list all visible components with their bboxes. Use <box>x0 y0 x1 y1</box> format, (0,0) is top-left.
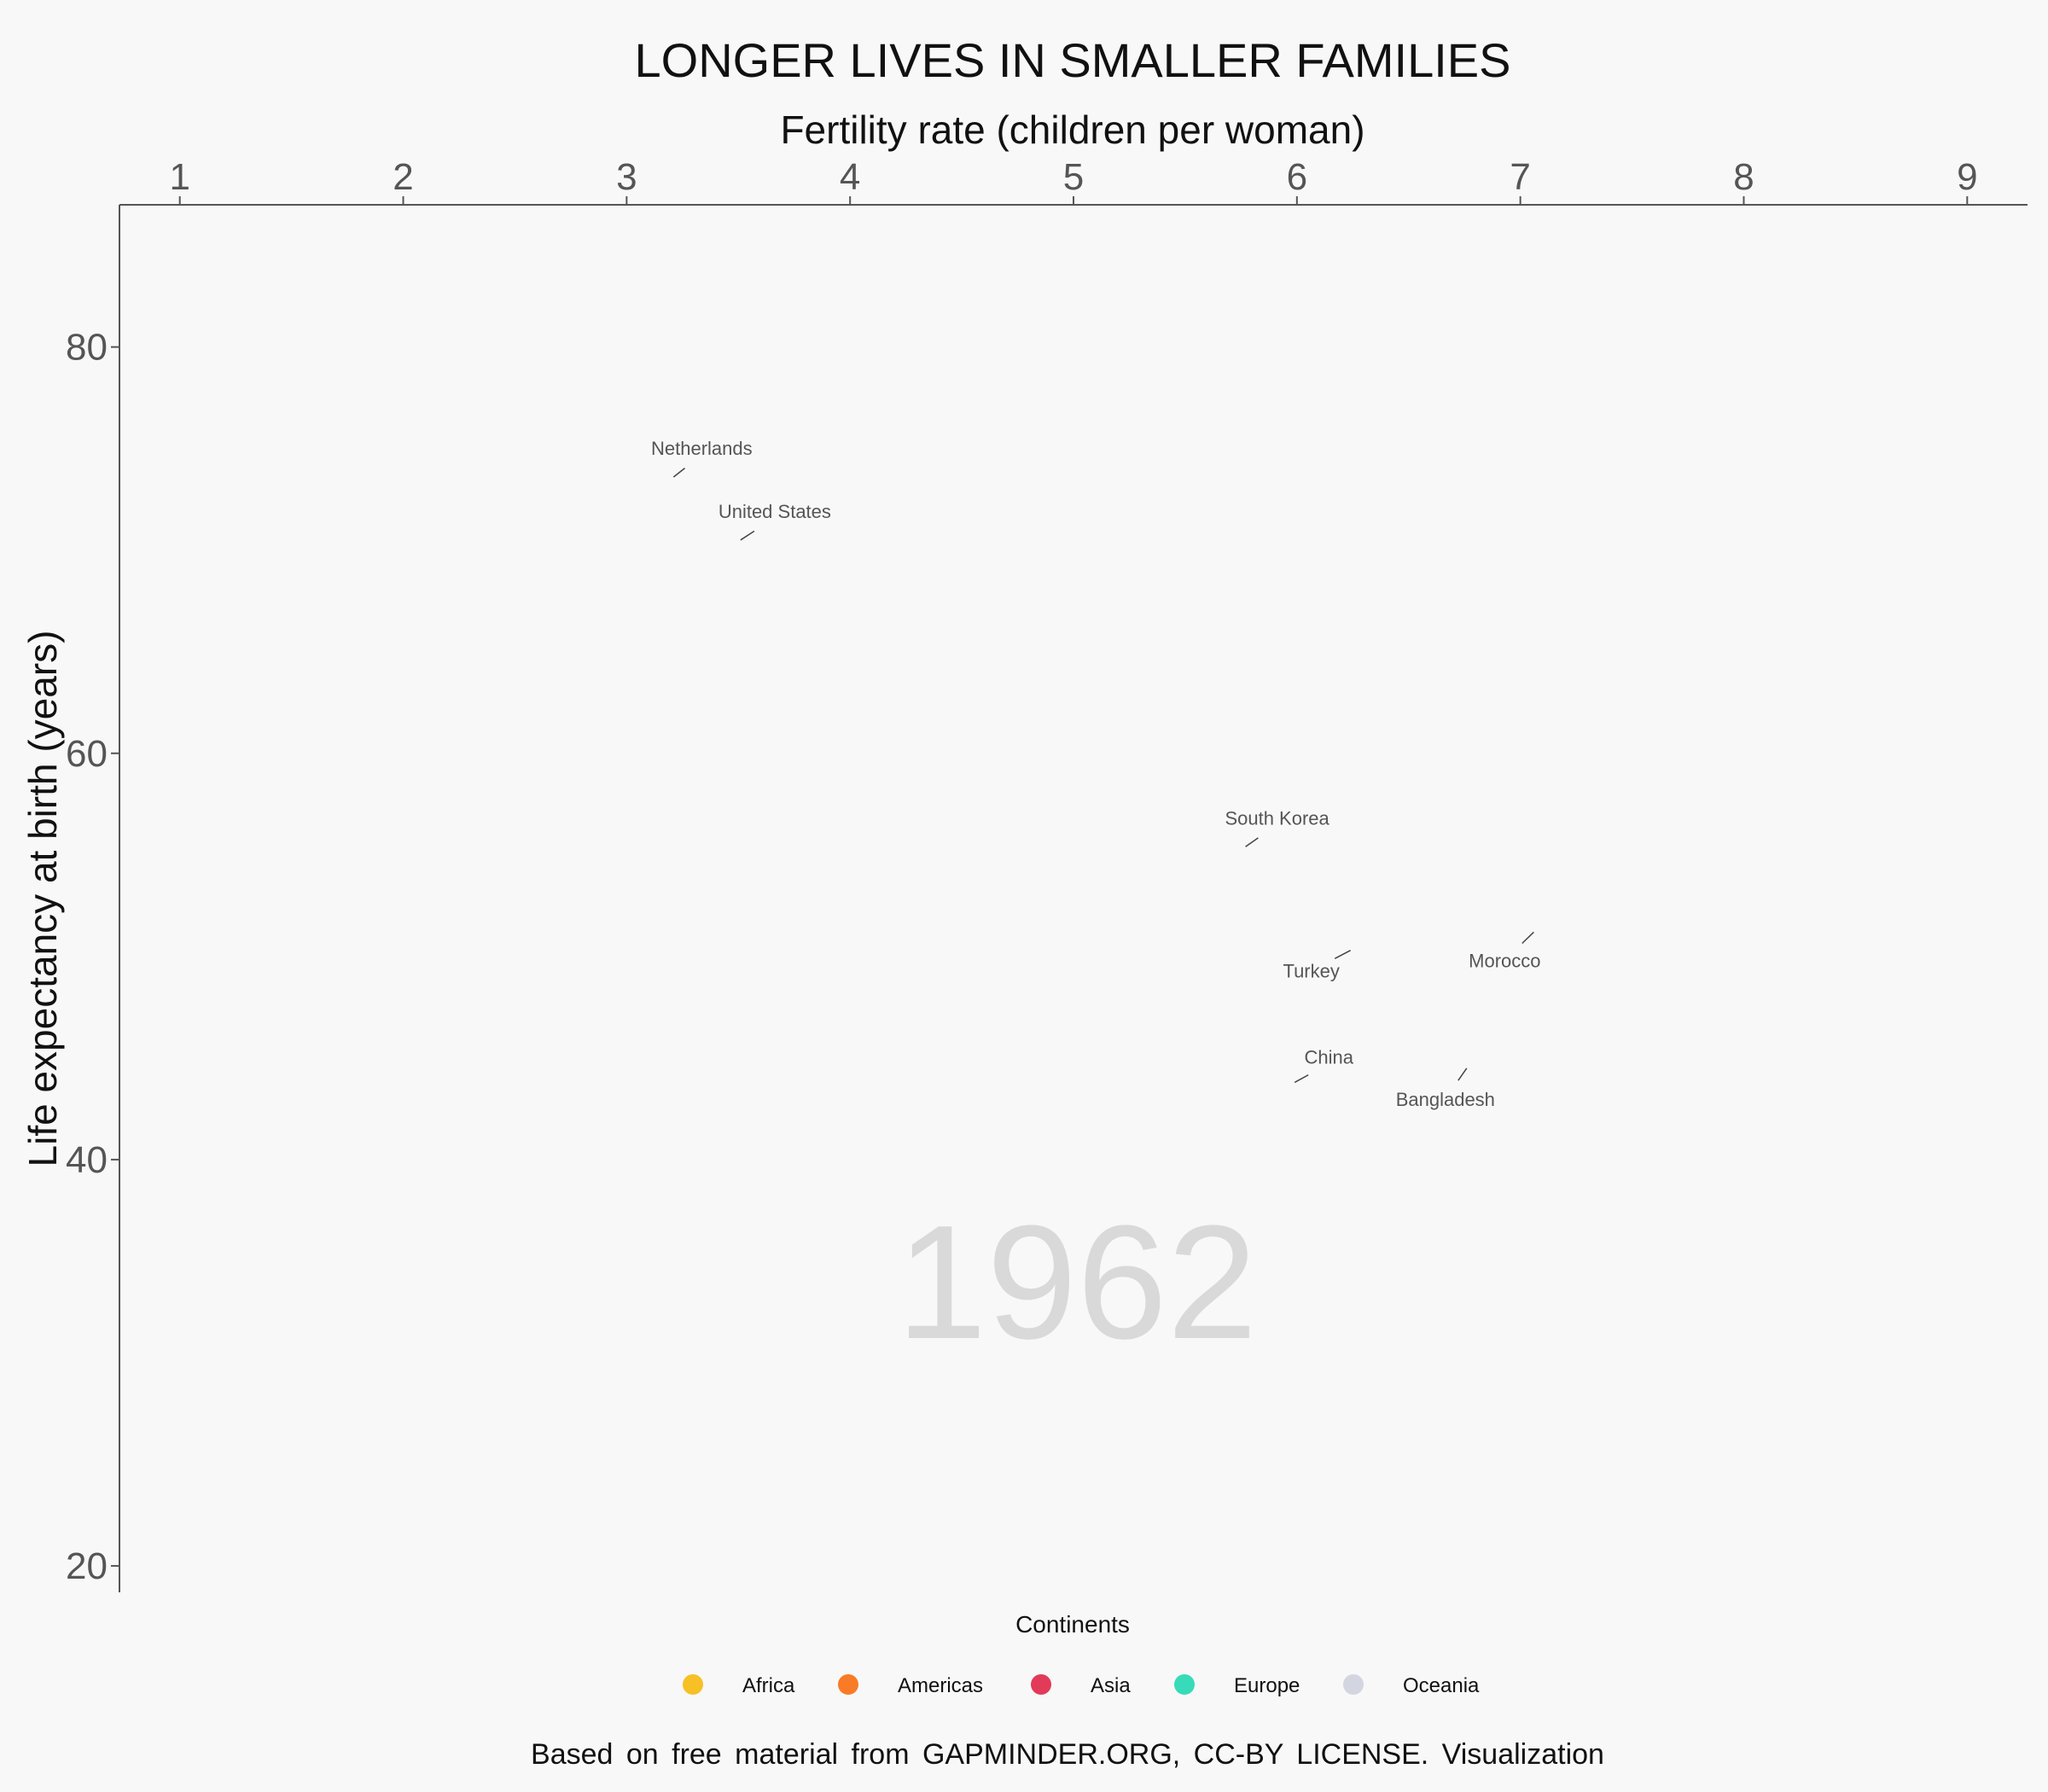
country-label: South Korea <box>1225 807 1329 829</box>
country-label: Bangladesh <box>1396 1089 1495 1110</box>
legend-swatch <box>838 1674 858 1695</box>
country-label: Netherlands <box>651 438 753 459</box>
legend-label: Asia <box>1091 1674 1131 1697</box>
x-tick-label: 4 <box>840 156 860 198</box>
x-tick-label: 7 <box>1510 156 1530 198</box>
legend-label: Africa <box>742 1674 795 1697</box>
legend-label: Oceania <box>1403 1674 1480 1697</box>
y-tick-label: 60 <box>66 733 108 775</box>
x-axis-title: Fertility rate (children per woman) <box>780 108 1364 152</box>
y-axis-title: Life expectancy at birth (years) <box>20 631 65 1167</box>
x-tick-label: 9 <box>1957 156 1977 198</box>
country-label: Turkey <box>1283 961 1339 982</box>
country-leader-line <box>672 468 685 478</box>
x-tick-label: 5 <box>1063 156 1084 198</box>
country-labels: Netherlands United States South Korea Turke… <box>650 437 1543 1112</box>
y-tick-label: 20 <box>66 1545 108 1587</box>
legend-swatch <box>1031 1674 1051 1695</box>
y-tick-label: 40 <box>66 1139 108 1181</box>
country-label: China <box>1304 1046 1353 1068</box>
legend-label: Europe <box>1234 1674 1300 1697</box>
y-tick-label: 80 <box>66 327 108 369</box>
x-ticks: 1 2 3 4 5 6 7 8 9 <box>169 156 1978 205</box>
country-leader-line <box>1245 837 1259 847</box>
country-leader-line <box>740 530 755 541</box>
legend-title: Continents <box>1015 1611 1130 1638</box>
legend-swatch <box>683 1674 703 1695</box>
x-tick-label: 3 <box>616 156 637 198</box>
legend: Africa Americas Asia Europe Oceania <box>683 1674 1480 1697</box>
x-tick-label: 8 <box>1733 156 1754 198</box>
x-tick-label: 6 <box>1287 156 1307 198</box>
country-leader-line <box>1334 950 1352 959</box>
chart-title: LONGER LIVES IN SMALLER FAMILIES <box>634 33 1510 87</box>
legend-swatch <box>1174 1674 1195 1695</box>
country-label: United States <box>719 501 831 522</box>
x-tick-label: 1 <box>169 156 189 198</box>
y-ticks: 20 40 60 80 <box>66 327 119 1587</box>
country-label: Morocco <box>1469 950 1540 971</box>
country-leader-line <box>1457 1068 1468 1081</box>
legend-swatch <box>1343 1674 1364 1695</box>
country-leader-line <box>1521 931 1534 945</box>
legend-label: Americas <box>898 1674 983 1697</box>
year-watermark: 1962 <box>897 1192 1258 1373</box>
country-leader-line <box>1294 1073 1309 1084</box>
x-tick-label: 2 <box>393 156 413 198</box>
caption: Based on free material from GAPMINDER.OR… <box>531 1738 1604 1771</box>
